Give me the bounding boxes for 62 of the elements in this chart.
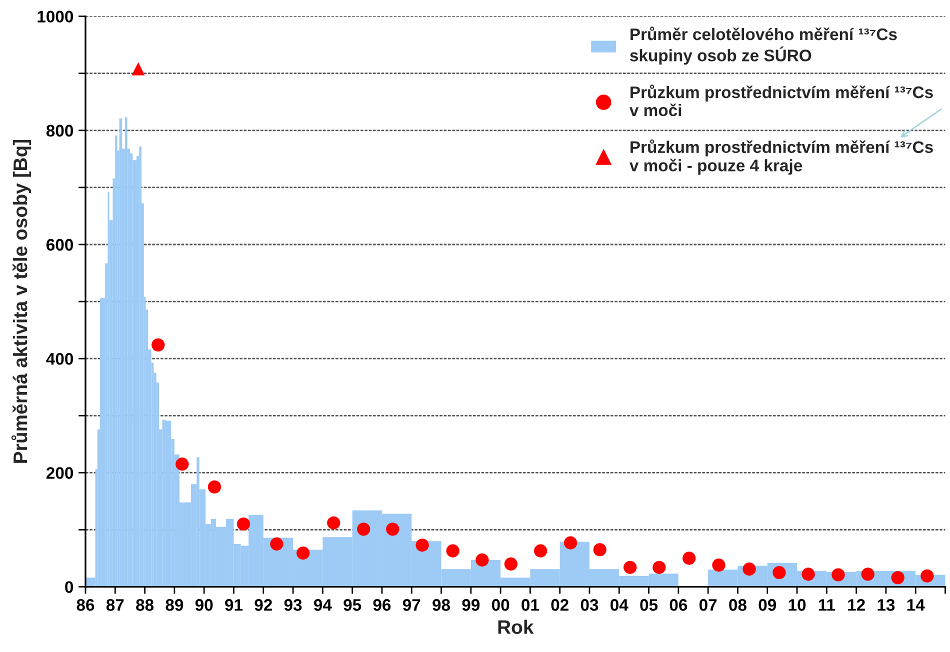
legend-label: Průzkum prostřednictvím měření ¹³⁷Cs v moči	[629, 84, 933, 116]
point	[236, 517, 250, 531]
legend-label: Průzkum prostřednictvím měření ¹³⁷Cs v moči - pouze 4 kraje	[629, 139, 933, 175]
point	[416, 538, 429, 552]
x-tick-label: 97	[402, 599, 420, 611]
x-tick-label: 03	[580, 599, 598, 611]
x-tick-label: 98	[432, 599, 450, 611]
y-tick-label: 600	[46, 238, 74, 251]
point	[176, 458, 189, 471]
point	[476, 553, 489, 567]
point	[356, 522, 370, 536]
point	[920, 569, 934, 583]
point	[132, 62, 145, 76]
x-tick-label: 87	[106, 599, 124, 611]
point	[386, 522, 400, 536]
x-tick-label: 02	[551, 599, 568, 611]
point	[152, 338, 165, 352]
x-tick-label: 11	[818, 599, 836, 611]
point	[593, 543, 606, 556]
point	[270, 537, 284, 551]
x-tick-label: 14	[907, 599, 925, 611]
x-tick-label: 95	[344, 599, 362, 611]
y-tick-label: 0	[65, 581, 74, 594]
x-tick-label: 89	[166, 599, 184, 611]
y-tick-label: 200	[46, 467, 74, 479]
x-tick-label: 08	[729, 599, 746, 611]
point	[327, 516, 340, 530]
x-tick-label: 92	[254, 599, 272, 611]
x-tick-label: 09	[758, 599, 776, 611]
x-tick-label: 88	[136, 599, 154, 611]
x-tick-label: 86	[76, 599, 94, 611]
x-tick-label: 96	[373, 599, 391, 611]
x-tick-label: 00	[492, 599, 510, 611]
point	[296, 546, 310, 560]
point	[564, 536, 578, 550]
y-tick-label: 800	[46, 124, 74, 137]
point	[534, 544, 548, 558]
point	[208, 480, 222, 494]
point	[446, 544, 460, 558]
x-tick-label: 90	[195, 599, 213, 611]
x-axis-title: Rok	[498, 620, 534, 634]
x-tick-label: 10	[788, 599, 806, 611]
point	[624, 560, 637, 574]
point	[652, 560, 666, 574]
x-tick-label: 05	[640, 599, 658, 611]
x-tick-label: 07	[699, 599, 717, 611]
x-tick-label: 13	[878, 599, 895, 611]
x-tick-label: 99	[462, 599, 480, 611]
y-tick-label: 400	[46, 353, 74, 365]
y-tick-label: 1000	[38, 10, 74, 23]
x-tick-label: 91	[225, 599, 243, 611]
x-tick-label: 93	[284, 599, 302, 611]
y-axis-title: Průměrná aktivita v těle osoby [Bq]	[11, 140, 32, 463]
point	[712, 558, 726, 572]
point	[504, 557, 518, 571]
x-tick-label: 94	[314, 599, 332, 611]
x-tick-label: 04	[610, 599, 628, 611]
x-tick-label: 06	[670, 599, 688, 611]
x-tick-label: 01	[522, 599, 540, 611]
point	[682, 552, 696, 565]
legend-label: Průměr celotělového měření ¹³⁷Cs skupiny osob ze SÚRO	[630, 26, 897, 65]
x-tick-label: 12	[848, 599, 865, 611]
